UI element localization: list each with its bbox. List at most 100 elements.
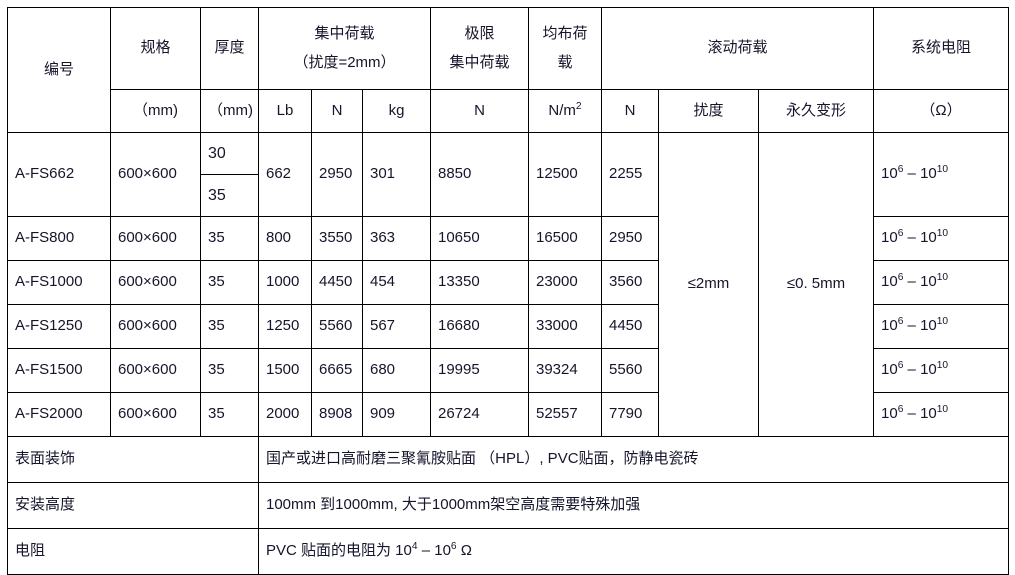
footer-resistance-dash: – — [421, 542, 431, 560]
cell-n-ultimate: 26724 — [430, 392, 529, 437]
resistance-exp-1: 6 — [897, 228, 904, 240]
resistance-dash: – — [907, 361, 916, 379]
cell-n-per-square-meter: 33000 — [528, 304, 602, 349]
resistance-dash: – — [907, 165, 916, 183]
footer-row-resistance: 电阻 PVC 贴面的电阻为 104 – 106 Ω — [7, 528, 1010, 575]
header-concentrated-load-line1: 集中荷载 — [314, 24, 375, 42]
footer-value-surface-finish: 国产或进口高耐磨三聚氰胺贴面 （HPL）, PVC贴面，防静电瓷砖 — [257, 436, 1010, 483]
table-row: A-FS662 600×600 30 35 662 2950 301 8850 … — [7, 132, 1010, 437]
cell-spec: 600×600 — [110, 216, 201, 261]
header-uniform-load: 均布荷 载 — [528, 7, 602, 90]
cell-thickness: 35 — [200, 348, 259, 393]
cell-system-resistance: 106 – 1010 — [873, 132, 1010, 217]
cell-thickness-top: 30 — [201, 133, 258, 175]
cell-spec: 600×600 — [110, 348, 201, 393]
cell-system-resistance: 106 – 1010 — [873, 304, 1010, 349]
footer-value-resistance: PVC 贴面的电阻为 104 – 106 Ω — [257, 528, 1010, 575]
cell-spec: 600×600 — [110, 392, 201, 437]
cell-system-resistance: 106 – 1010 — [873, 216, 1010, 261]
footer-resistance-exp-2: 6 — [450, 541, 457, 553]
header-ultimate-load-line1: 极限 — [464, 24, 495, 42]
unit-thickness: （mm) — [200, 89, 259, 133]
header-spec: 规格 — [110, 7, 201, 90]
resistance-exp-1: 6 — [897, 272, 904, 284]
header-row-units: （mm) （mm) Lb N kg N N/m2 N 扰度 永久变形 （Ω） — [8, 89, 1010, 133]
cell-lb: 1000 — [258, 260, 312, 305]
header-uniform-load-line2: 载 — [557, 54, 573, 71]
cell-n-ultimate: 19995 — [430, 348, 529, 393]
resistance-exp-1: 6 — [897, 404, 904, 416]
table-row: A-FS800 600×600 35 800 3550 363 10650 16… — [7, 216, 1010, 261]
resistance-base-2: 10 — [920, 273, 937, 291]
footer-resistance-prefix: PVC 贴面的电阻为 10 — [266, 542, 412, 560]
cell-n-concentrated: 2950 — [311, 132, 363, 217]
resistance-exp-2: 10 — [936, 316, 949, 328]
header-concentrated-load: 集中荷载 （扰度=2mm） — [258, 7, 431, 90]
resistance-base-1: 10 — [881, 165, 898, 183]
resistance-base-2: 10 — [920, 229, 937, 247]
cell-code: A-FS1250 — [7, 304, 111, 349]
cell-spec: 600×600 — [110, 260, 201, 305]
table-row: A-FS1000 600×600 35 1000 4450 454 13350 … — [7, 260, 1010, 305]
cell-kg: 567 — [362, 304, 431, 349]
cell-n-ultimate: 10650 — [430, 216, 529, 261]
cell-thickness: 35 — [200, 304, 259, 349]
resistance-exp-2: 10 — [936, 164, 949, 176]
resistance-base-1: 10 — [881, 361, 898, 379]
table-row: A-FS1250 600×600 35 1250 5560 567 16680 … — [7, 304, 1010, 349]
cell-thickness: 35 — [200, 216, 259, 261]
cell-kg: 909 — [362, 392, 431, 437]
cell-thickness-split: 30 35 — [200, 132, 259, 217]
cell-n-rolling: 7790 — [601, 392, 659, 437]
cell-kg: 363 — [362, 216, 431, 261]
cell-thickness-bottom: 35 — [208, 187, 226, 204]
resistance-exp-2: 10 — [936, 228, 949, 240]
resistance-base-1: 10 — [881, 273, 898, 291]
cell-n-per-square-meter: 39324 — [528, 348, 602, 393]
resistance-dash: – — [907, 273, 916, 291]
cell-kg: 680 — [362, 348, 431, 393]
cell-system-resistance: 106 – 1010 — [873, 260, 1010, 305]
footer-resistance-exp-1: 4 — [411, 541, 418, 553]
footer-row-surface-finish: 表面装饰 国产或进口高耐磨三聚氰胺贴面 （HPL）, PVC贴面，防静电瓷砖 — [7, 436, 1010, 483]
resistance-dash: – — [907, 229, 916, 247]
footer-label-installation-height: 安装高度 — [7, 482, 259, 529]
resistance-base-1: 10 — [881, 405, 898, 423]
resistance-base-1: 10 — [881, 229, 898, 247]
cell-n-concentrated: 3550 — [311, 216, 363, 261]
cell-spec: 600×600 — [110, 132, 201, 217]
unit-n-per-square-meter-exponent: 2 — [575, 100, 582, 112]
unit-n-ultimate: N — [430, 89, 529, 133]
cell-system-resistance: 106 – 1010 — [873, 392, 1010, 437]
cell-n-concentrated: 8908 — [311, 392, 363, 437]
resistance-exp-2: 10 — [936, 404, 949, 416]
resistance-exp-1: 6 — [897, 316, 904, 328]
table-row: A-FS2000 600×600 35 2000 8908 909 26724 … — [7, 392, 1010, 437]
header-ultimate-load-line2: 集中荷载 — [449, 54, 510, 71]
resistance-dash: – — [907, 405, 916, 423]
unit-n-rolling: N — [601, 89, 659, 133]
cell-n-concentrated: 5560 — [311, 304, 363, 349]
unit-kg: kg — [362, 89, 431, 133]
cell-n-ultimate: 16680 — [430, 304, 529, 349]
cell-n-rolling: 3560 — [601, 260, 659, 305]
unit-deflection: 扰度 — [658, 89, 759, 133]
cell-n-per-square-meter: 23000 — [528, 260, 602, 305]
resistance-base-2: 10 — [920, 361, 937, 379]
resistance-dash: – — [907, 317, 916, 335]
header-ultimate-load: 极限 集中荷载 — [430, 7, 529, 90]
footer-row-installation-height: 安装高度 100mm 到1000mm, 大于1000mm架空高度需要特殊加强 — [7, 482, 1010, 529]
footer-label-surface-finish: 表面装饰 — [7, 436, 259, 483]
cell-code: A-FS662 — [7, 132, 111, 217]
cell-n-per-square-meter: 12500 — [528, 132, 602, 217]
cell-code: A-FS800 — [7, 216, 111, 261]
cell-n-ultimate: 8850 — [430, 132, 529, 217]
cell-lb: 800 — [258, 216, 312, 261]
footer-value-installation-height: 100mm 到1000mm, 大于1000mm架空高度需要特殊加强 — [257, 482, 1010, 529]
resistance-exp-1: 6 — [897, 360, 904, 372]
specification-table: 编号 规格 厚度 集中荷载 （扰度=2mm） 极限 集中荷载 均布荷 载 滚动荷… — [7, 7, 1010, 575]
cell-thickness: 35 — [200, 392, 259, 437]
cell-lb: 1500 — [258, 348, 312, 393]
unit-spec: （mm) — [110, 89, 201, 133]
unit-n-concentrated: N — [311, 89, 363, 133]
